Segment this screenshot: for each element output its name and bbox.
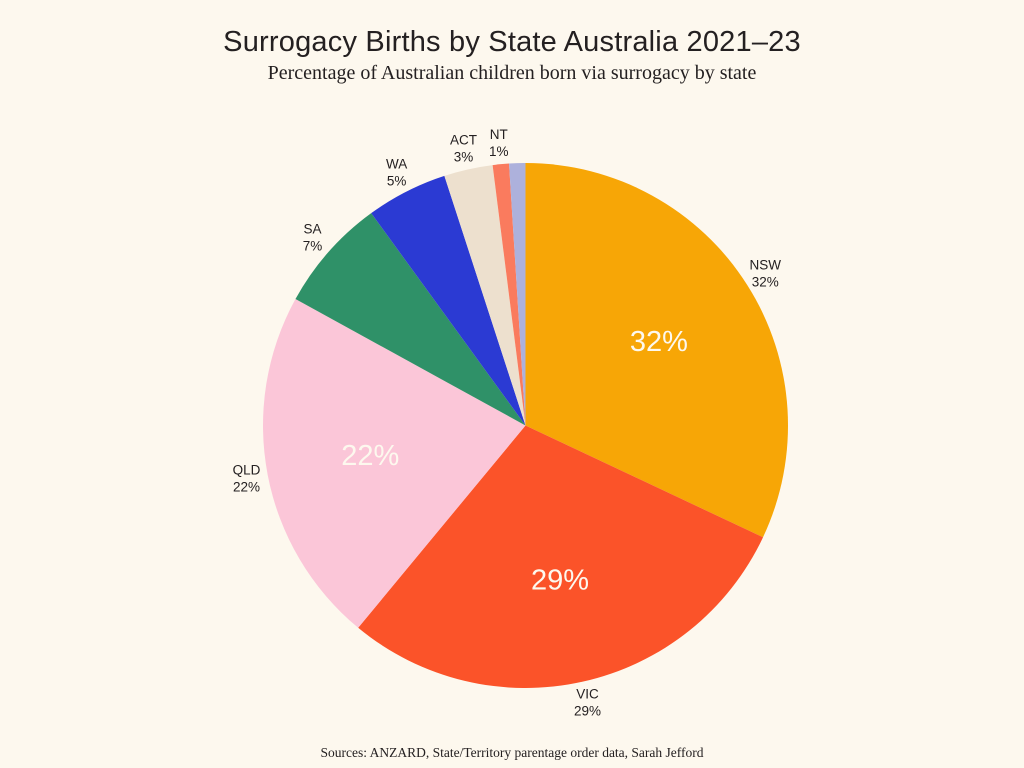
source-note: Sources: ANZARD, State/Territory parenta… [320, 745, 704, 760]
pie-slice-wa [371, 175, 526, 426]
chart-subtitle: Percentage of Australian children born v… [267, 62, 757, 84]
slice-label-vic: VIC 29% [574, 687, 601, 719]
pie-slice-act [444, 165, 526, 426]
chart-title: Surrogacy Births by State Australia 2021… [223, 26, 801, 58]
pie-slice-unlabeled [509, 163, 526, 426]
slice-label-nsw: NSW 32% [750, 257, 782, 289]
slice-value-vic: 29% [531, 565, 589, 597]
pie-slice-nt [492, 163, 526, 426]
pie-slice-vic [358, 425, 764, 689]
pie-slice-sa [295, 213, 526, 426]
slice-label-sa: SA 7% [303, 222, 323, 254]
slice-value-qld: 22% [341, 440, 399, 472]
pie-slice-qld [263, 299, 526, 628]
slice-label-wa: WA 5% [386, 157, 407, 189]
slice-label-nt: NT 1% [489, 127, 509, 159]
slice-label-qld: QLD 22% [233, 463, 261, 495]
slice-label-act: ACT 3% [450, 132, 477, 164]
pie-slice-nsw [525, 163, 789, 538]
slice-value-nsw: 32% [630, 326, 688, 358]
